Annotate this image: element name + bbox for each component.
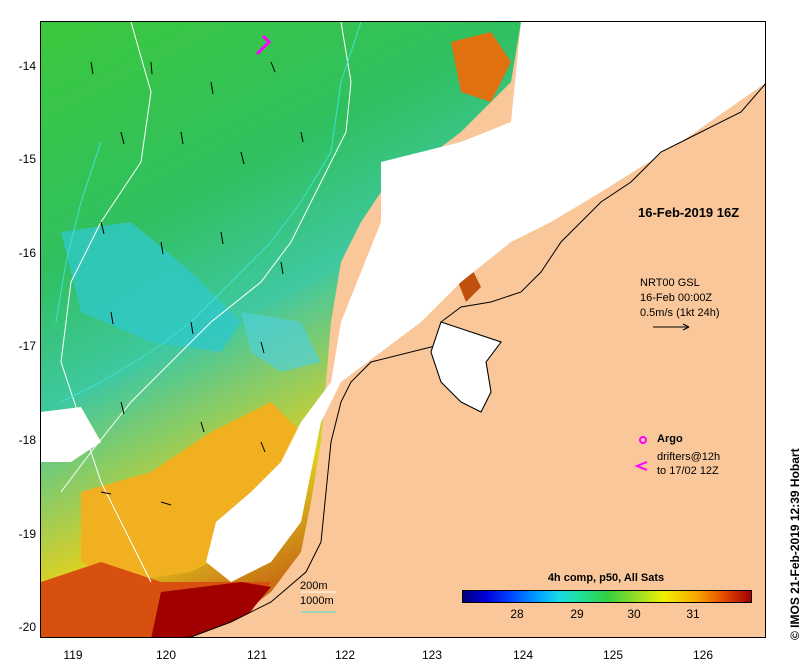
imos-credit: © IMOS 21-Feb-2019 12:39 Hobart bbox=[788, 448, 802, 640]
y-tick-label: -15 bbox=[18, 152, 36, 166]
cool-water-patch bbox=[61, 222, 241, 352]
hottest-water-patch bbox=[151, 582, 271, 637]
argo-marker bbox=[639, 436, 647, 444]
timestamp-label: 16-Feb-2019 16Z bbox=[638, 205, 740, 220]
contour-1000m bbox=[55, 141, 102, 323]
x-tick-label: 119 bbox=[63, 648, 83, 662]
cloud-cover bbox=[41, 407, 101, 462]
colorbar-title: 4h comp, p50, All Sats bbox=[547, 572, 665, 584]
colorbar-tick: 28 bbox=[510, 607, 524, 621]
colorbar-tick: 31 bbox=[686, 607, 700, 621]
drifters-legend-date: to 17/02 12Z bbox=[657, 465, 719, 477]
current-source-label: NRT00 GSL bbox=[640, 277, 700, 289]
current-arrows bbox=[90, 61, 304, 506]
current-time-label: 16-Feb 00:00Z bbox=[640, 292, 713, 304]
y-tick-label: -19 bbox=[18, 527, 36, 541]
x-tick-label: 123 bbox=[421, 648, 443, 662]
x-tick-label: 124 bbox=[512, 648, 534, 662]
y-tick-label: -14 bbox=[18, 59, 36, 73]
contour-1000m-label: 1000m bbox=[300, 595, 334, 607]
colorbar-tick: 29 bbox=[570, 607, 584, 621]
cool-water-patch bbox=[241, 312, 321, 372]
y-tick-label: -20 bbox=[18, 620, 36, 634]
x-tick-label: 120 bbox=[155, 648, 177, 662]
drifter-track bbox=[255, 34, 272, 56]
cloud-cover bbox=[206, 22, 765, 582]
sst-map[interactable] bbox=[40, 21, 766, 638]
current-scale-label: 0.5m/s (1kt 24h) bbox=[640, 307, 720, 319]
x-tick-label: 125 bbox=[602, 648, 624, 662]
current-scale-arrow bbox=[653, 323, 690, 331]
sst-colorbar bbox=[462, 590, 752, 603]
contour-200m bbox=[60, 22, 152, 583]
x-tick-label: 121 bbox=[246, 648, 268, 662]
contour-200m-label: 200m bbox=[300, 580, 328, 592]
drifters-legend-label: drifters@12h bbox=[657, 451, 721, 463]
y-tick-label: -18 bbox=[18, 433, 36, 447]
warm-water-patch bbox=[451, 32, 511, 102]
colorbar-tick: 30 bbox=[627, 607, 641, 621]
y-tick-label: -16 bbox=[18, 246, 36, 260]
x-tick-label: 122 bbox=[334, 648, 356, 662]
contour-200m bbox=[60, 22, 352, 493]
x-tick-label: 126 bbox=[692, 648, 714, 662]
argo-legend-label: Argo bbox=[657, 433, 683, 445]
y-tick-label: -17 bbox=[18, 339, 36, 353]
drifter-legend-symbol bbox=[634, 461, 648, 471]
cloud-cover bbox=[561, 22, 741, 102]
sst-map-graphic bbox=[41, 22, 765, 637]
coastline-inlet bbox=[430, 321, 502, 413]
contour-1000m bbox=[60, 22, 362, 403]
